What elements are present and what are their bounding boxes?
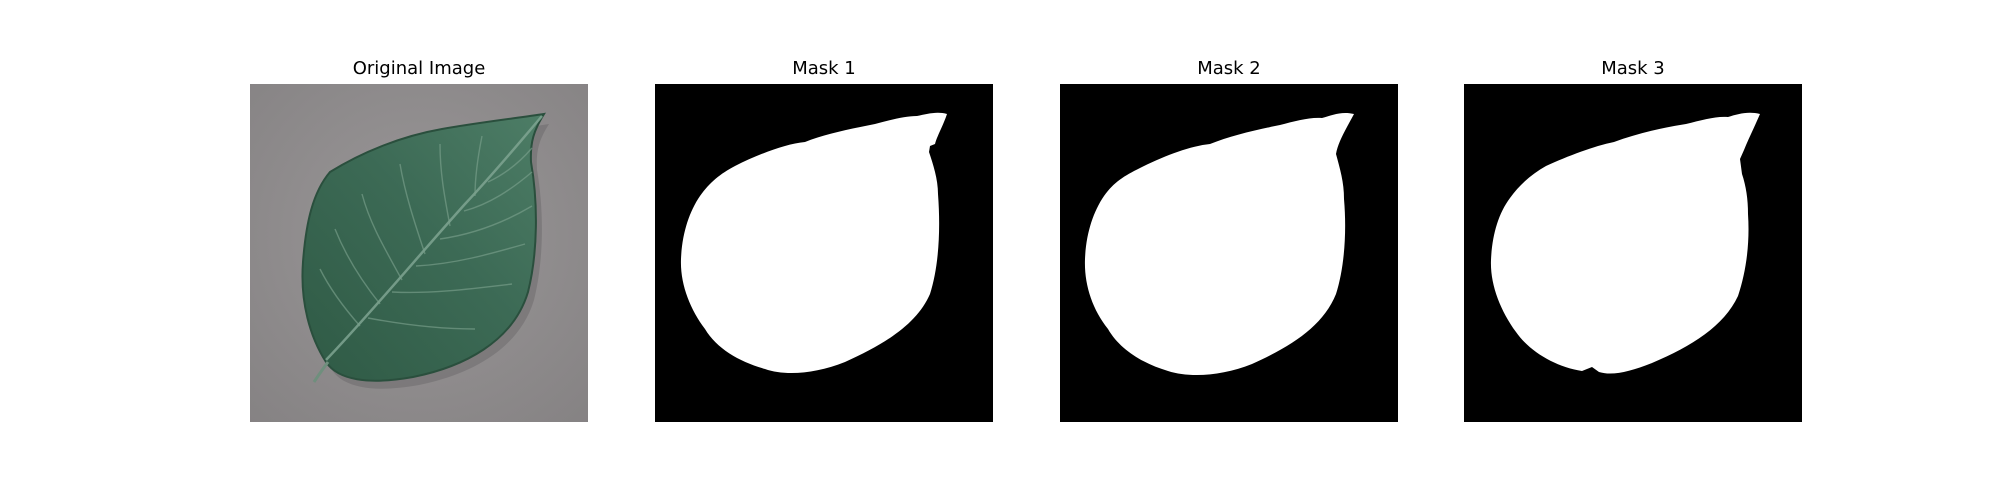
- mask-2-panel: [1060, 84, 1398, 422]
- leaf-petiole: [312, 361, 330, 383]
- panel-title-mask-1: Mask 1: [792, 58, 856, 79]
- mask-1-shape: [680, 112, 947, 374]
- mask-3-shape: [1490, 112, 1760, 374]
- leaf-midrib: [325, 115, 543, 361]
- panel-title-mask-2: Mask 2: [1197, 58, 1261, 79]
- leaf-photo: [250, 84, 588, 422]
- mask-1-panel: [655, 84, 993, 422]
- mask-1-image: [655, 84, 993, 422]
- mask-3-image: [1464, 84, 1802, 422]
- leaf-veins: [319, 135, 533, 330]
- mask-2-shape: [1084, 112, 1354, 376]
- panel-title-mask-3: Mask 3: [1601, 58, 1665, 79]
- panel-title-original: Original Image: [352, 58, 486, 79]
- mask-2-image: [1060, 84, 1398, 422]
- mask-3-panel: [1464, 84, 1802, 422]
- original-image-panel: [250, 84, 588, 422]
